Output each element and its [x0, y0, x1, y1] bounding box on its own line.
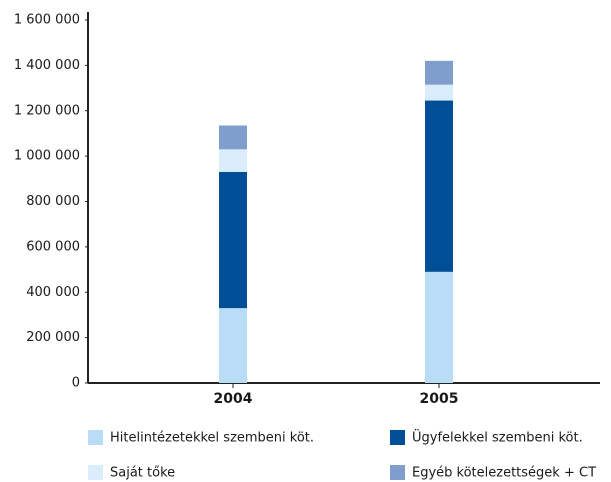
- legend-swatch: [390, 465, 405, 480]
- y-tick-label: 1 200 000: [14, 103, 80, 118]
- y-tick-label: 1 400 000: [14, 58, 80, 73]
- legend-label: Saját tőke: [110, 466, 175, 481]
- y-tick-label: 400 000: [26, 285, 80, 300]
- bar-segment: [219, 149, 247, 173]
- bar-segment: [425, 100, 453, 272]
- bar-segment: [219, 308, 247, 383]
- x-tick-label: 2004: [214, 391, 253, 407]
- y-tick-label: 200 000: [26, 330, 80, 345]
- bar-segment: [219, 125, 247, 150]
- y-tick-label: 1 600 000: [14, 13, 80, 28]
- legend-swatch: [390, 430, 405, 445]
- bar-segment: [425, 60, 453, 85]
- bar-segment: [425, 271, 453, 383]
- legend-swatch: [88, 465, 103, 480]
- legend-label: Ügyfelekkel szembeni köt.: [412, 429, 583, 446]
- y-tick-label: 0: [72, 376, 80, 391]
- y-tick-label: 600 000: [26, 239, 80, 254]
- legend-label: Egyéb kötelezettségek + CT: [412, 466, 596, 481]
- y-tick-label: 800 000: [26, 194, 80, 209]
- x-tick-label: 2005: [420, 391, 459, 407]
- legend-label: Hitelintézetekkel szembeni köt.: [110, 431, 314, 446]
- y-tick-label: 1 000 000: [14, 149, 80, 164]
- bar-segment: [425, 84, 453, 101]
- bar-segment: [219, 172, 247, 309]
- legend-swatch: [88, 430, 103, 445]
